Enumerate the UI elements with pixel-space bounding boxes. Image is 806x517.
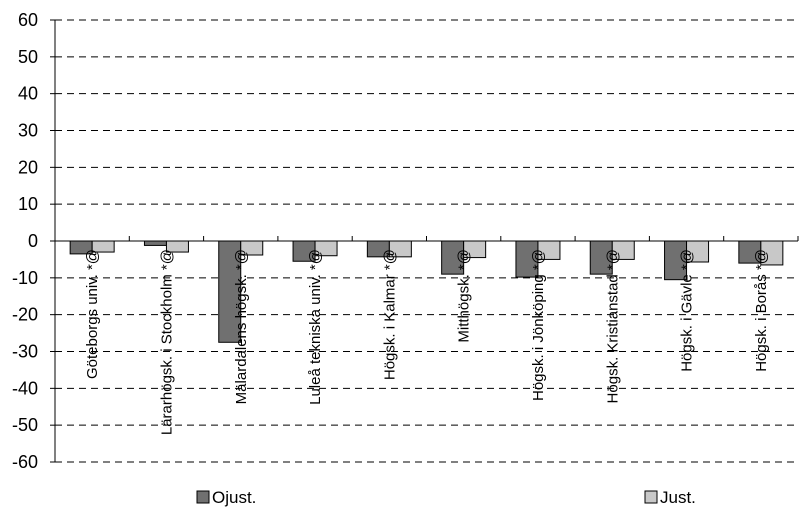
bar-just [463,240,487,259]
category-label: Högsk. i Borås *@ [753,249,770,372]
bar-just [240,240,264,256]
category-label: Högsk. i Gävle *@ [679,249,696,372]
bar-just [686,240,710,263]
category-label: Lärarhögsk. i Stockholm *@ [158,249,175,435]
legend-label: Ojust. [212,488,256,507]
bar-just [91,240,115,253]
y-tick-label: -30 [12,342,38,362]
y-tick-label: -10 [12,268,38,288]
bar-just [314,240,338,257]
y-tick-label: -40 [12,378,38,398]
y-tick-label: 0 [28,231,38,251]
bar-just [611,240,635,260]
category-label: Högsk. Kristianstad *@ [604,249,621,403]
bar-just [165,240,189,253]
bars [69,240,784,343]
category-label: Luleå tekniska univ. *@ [307,249,324,405]
y-tick-label: 50 [18,47,38,67]
category-labels: Göteborgs univ. *@ Lärarhögsk. i Stockhol… [84,249,770,435]
category-label: Högsk. i Kalmar *@ [381,249,398,380]
bar-ojust [143,240,167,246]
category-label: Högsk. i Jönköping *@ [530,249,547,401]
bar-just [760,240,784,266]
y-tick-label: -60 [12,452,38,472]
gridlines [55,19,798,463]
category-label: Göteborgs univ. *@ [84,249,101,379]
legend: Ojust. Just. [196,488,696,507]
y-tick-label: -20 [12,305,38,325]
bar-ojust [218,240,242,343]
y-tick-labels: 60 50 40 30 20 10 0 -10 -20 -30 -40 -50 -60 [12,10,38,472]
category-label: Mälardalens högsk. *@ [233,249,250,404]
y-tick-label: 20 [18,157,38,177]
bar-just [388,240,412,258]
category-label: Mitthögsk. *@ [456,249,473,343]
y-tick-label: 10 [18,194,38,214]
legend-swatch [196,490,210,504]
y-tick-label: 30 [18,121,38,141]
legend-label: Just. [660,488,696,507]
legend-swatch [644,490,658,504]
y-tick-label: 40 [18,84,38,104]
y-tick-label: 60 [18,10,38,30]
bar-just [537,240,561,260]
y-tick-label: -50 [12,415,38,435]
